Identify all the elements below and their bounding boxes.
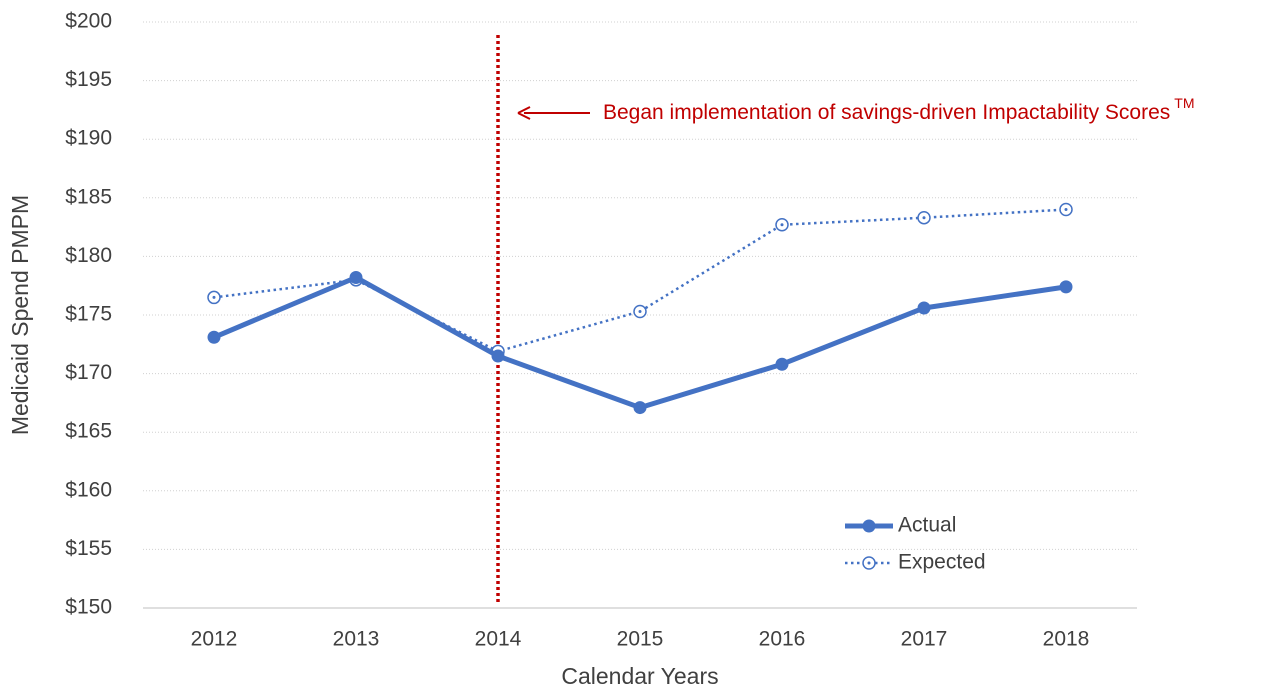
marker-dot	[638, 309, 642, 313]
y-tick-label: $160	[65, 478, 112, 501]
x-tick-label: 2017	[901, 628, 948, 651]
y-tick-label: $150	[65, 596, 112, 619]
annotation-main: Began implementation of savings-driven I…	[603, 101, 1170, 124]
legend-label: Expected	[898, 551, 986, 574]
marker	[491, 349, 505, 363]
y-tick-label: $165	[65, 420, 112, 443]
marker	[207, 330, 221, 344]
y-tick-label: $185	[65, 185, 112, 208]
y-tick-label: $195	[65, 68, 112, 91]
marker	[917, 301, 931, 315]
x-tick-label: 2016	[759, 628, 806, 651]
y-tick-label: $190	[65, 127, 112, 150]
x-axis-title: Calendar Years	[561, 663, 718, 689]
y-axis-title: Medicaid Spend PMPM	[7, 195, 33, 435]
marker-dot	[212, 295, 216, 299]
y-tick-label: $180	[65, 244, 112, 267]
marker-dot	[780, 223, 784, 227]
x-tick-label: 2015	[617, 628, 664, 651]
legend-marker-dot	[867, 561, 871, 565]
y-tick-label: $155	[65, 537, 112, 560]
annotation-sup: TM	[1174, 95, 1194, 111]
marker-dot	[922, 216, 926, 220]
y-tick-label: $200	[65, 10, 112, 33]
series-line	[213, 208, 1067, 353]
marker-dot	[1064, 208, 1068, 212]
annotation-text: Began implementation of savings-driven I…	[603, 95, 1195, 124]
x-tick-label: 2014	[475, 628, 522, 651]
marker	[775, 357, 789, 371]
x-tick-label: 2012	[191, 628, 238, 651]
legend-marker	[862, 519, 876, 533]
x-tick-label: 2018	[1043, 628, 1090, 651]
marker	[633, 401, 647, 415]
marker	[349, 270, 363, 284]
series-line	[213, 274, 1067, 411]
y-tick-label: $170	[65, 361, 112, 384]
legend-label: Actual	[898, 514, 956, 537]
y-tick-label: $175	[65, 303, 112, 326]
marker	[1059, 280, 1073, 294]
x-tick-label: 2013	[333, 628, 380, 651]
arrow-head	[517, 106, 531, 120]
